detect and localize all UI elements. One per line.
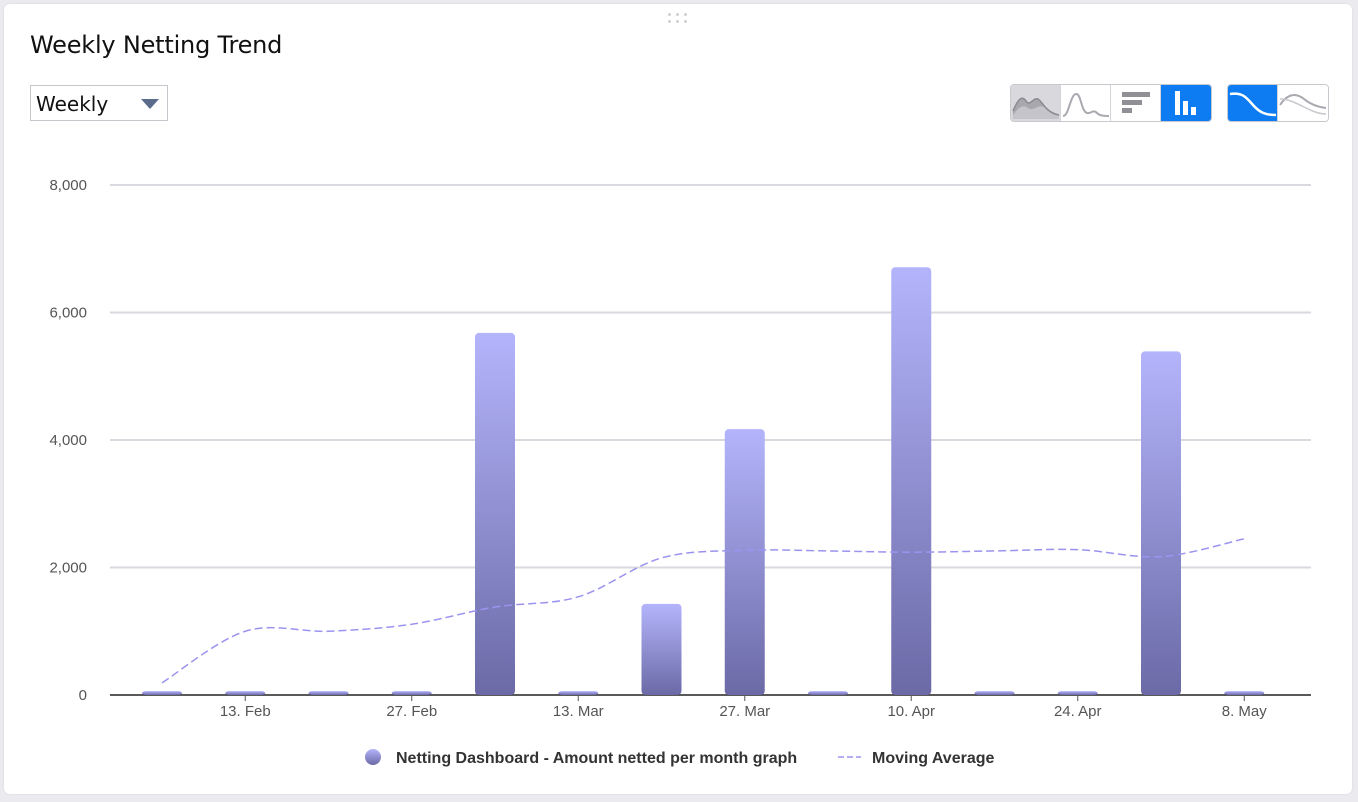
widget-title: Weekly Netting Trend [30, 31, 283, 59]
y-tick-label: 0 [79, 687, 87, 704]
raw-trend-button[interactable] [1278, 85, 1328, 121]
x-tick-label: 27. Feb [386, 703, 437, 720]
bar[interactable] [558, 691, 599, 695]
x-tick-label: 13. Feb [220, 703, 271, 720]
y-tick-label: 2,000 [49, 560, 87, 577]
bar[interactable] [225, 691, 266, 695]
smooth-curve-icon [1229, 92, 1277, 117]
bar[interactable] [724, 429, 765, 695]
period-select-value: Weekly [36, 92, 109, 116]
line-chart-icon [1062, 93, 1110, 117]
x-axis-ticks: 13. Feb 27. Feb 13. Mar 27. Mar 10. Apr 24. A… [220, 695, 1267, 720]
area-chart-icon [1012, 97, 1060, 119]
moving-average-line[interactable] [161, 538, 1245, 684]
y-tick-label: 8,000 [49, 177, 87, 194]
bar-series [142, 267, 1265, 695]
horizontal-bar-chart-button[interactable] [1111, 85, 1161, 121]
bar[interactable] [1057, 691, 1098, 695]
bar[interactable] [142, 691, 182, 695]
chart-legend: Netting Dashboard - Amount netted per mo… [365, 749, 995, 767]
bar[interactable] [1224, 691, 1265, 695]
bar[interactable] [974, 691, 1015, 695]
column-chart-button[interactable] [1161, 85, 1211, 121]
legend-bar-series-label[interactable]: Netting Dashboard - Amount netted per mo… [396, 750, 797, 767]
bar[interactable] [308, 691, 349, 695]
period-select[interactable]: Weekly [30, 85, 168, 121]
bar[interactable] [475, 332, 515, 695]
x-tick-label: 13. Mar [553, 703, 604, 720]
moving-average-series [161, 538, 1245, 684]
grid-lines [110, 184, 1311, 696]
smoothing-toggle [1227, 84, 1329, 122]
legend-bar-marker [365, 749, 381, 765]
y-axis-ticks: 0 2,000 4,000 6,000 8,000 [49, 177, 87, 704]
weekly-netting-trend-card: Weekly Netting Trend Weekly [4, 4, 1352, 794]
chart-type-toggle [1010, 84, 1212, 122]
bar[interactable] [641, 603, 682, 695]
bar[interactable] [1141, 351, 1181, 695]
horizontal-bar-icon [1122, 92, 1150, 113]
bar[interactable] [891, 267, 932, 695]
x-tick-label: 24. Apr [1054, 703, 1102, 720]
x-tick-label: 27. Mar [719, 703, 770, 720]
column-chart-icon [1175, 91, 1196, 115]
bar[interactable] [808, 691, 848, 695]
x-tick-label: 8. May [1222, 703, 1268, 720]
drag-handle-icon[interactable] [668, 13, 690, 25]
area-chart-button[interactable] [1011, 85, 1061, 121]
x-tick-label: 10. Apr [887, 703, 935, 720]
line-chart-button[interactable] [1061, 85, 1111, 121]
bar[interactable] [391, 691, 432, 695]
y-tick-label: 6,000 [49, 305, 87, 322]
caret-down-icon [141, 99, 159, 109]
wavy-curve-icon [1279, 94, 1327, 115]
moving-average-button[interactable] [1228, 85, 1278, 121]
legend-moving-average-label[interactable]: Moving Average [872, 750, 995, 767]
y-tick-label: 4,000 [49, 432, 87, 449]
